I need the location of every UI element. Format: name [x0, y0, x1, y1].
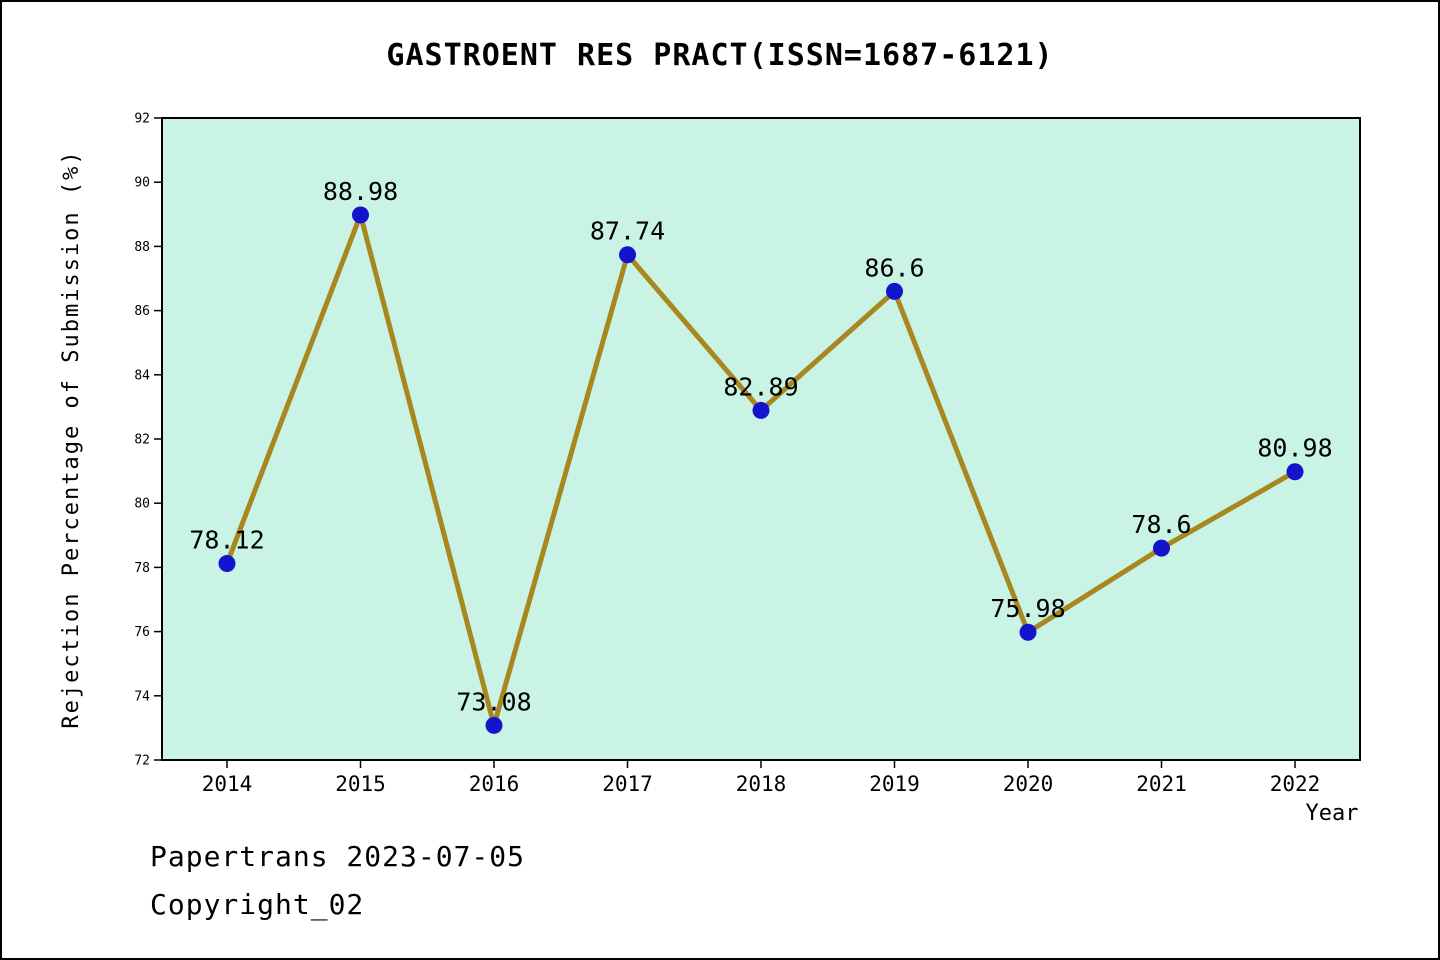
y-tick-label: 84 [134, 368, 150, 383]
y-tick-label: 90 [134, 176, 150, 191]
data-point [886, 282, 903, 300]
data-point [619, 246, 636, 264]
plot-area [161, 117, 1361, 761]
x-tick-label: 2019 [869, 772, 920, 796]
x-tick-label: 2016 [469, 772, 520, 796]
y-tick-label: 86 [134, 304, 150, 319]
y-tick-label: 76 [134, 625, 150, 640]
data-point [485, 716, 503, 734]
point-label: 88.98 [323, 177, 398, 206]
chart-title: GASTROENT RES PRACT(ISSN=1687-6121) [386, 38, 1054, 73]
x-tick-label: 2021 [1136, 772, 1187, 796]
point-label: 75.98 [990, 594, 1065, 623]
y-tick-label: 82 [134, 433, 150, 448]
y-tick-label: 92 [134, 112, 150, 127]
point-label: 78.6 [1131, 510, 1191, 539]
x-tick-label: 2017 [602, 772, 653, 796]
point-label: 78.12 [189, 526, 264, 555]
data-point [352, 206, 369, 224]
data-point [218, 555, 236, 573]
data-point [1286, 463, 1304, 481]
y-tick-label: 74 [134, 689, 150, 704]
footer-papertrans-date: Papertrans 2023-07-05 [150, 840, 526, 873]
point-label: 82.89 [723, 372, 798, 401]
x-tick-label: 2022 [1270, 772, 1321, 796]
footer-copyright: Copyright_02 [150, 888, 365, 921]
y-tick-label: 80 [134, 497, 150, 512]
x-tick-label: 2018 [736, 772, 787, 796]
y-tick-label: 72 [134, 754, 150, 769]
x-tick-label: 2020 [1003, 772, 1054, 796]
y-axis-label: Rejection Percentage of Submission (%) [59, 149, 84, 728]
y-tick-label: 88 [134, 240, 150, 255]
data-point [1019, 623, 1037, 641]
data-point [1153, 539, 1170, 557]
point-label: 73.08 [456, 687, 531, 716]
point-label: 80.98 [1257, 434, 1332, 463]
x-axis-label: Year [1306, 801, 1359, 826]
x-tick-label: 2014 [202, 772, 253, 796]
point-label: 86.6 [864, 253, 924, 282]
point-label: 87.74 [590, 217, 665, 246]
data-point [752, 401, 770, 419]
y-tick-label: 78 [134, 561, 150, 576]
x-tick-label: 2015 [335, 772, 386, 796]
